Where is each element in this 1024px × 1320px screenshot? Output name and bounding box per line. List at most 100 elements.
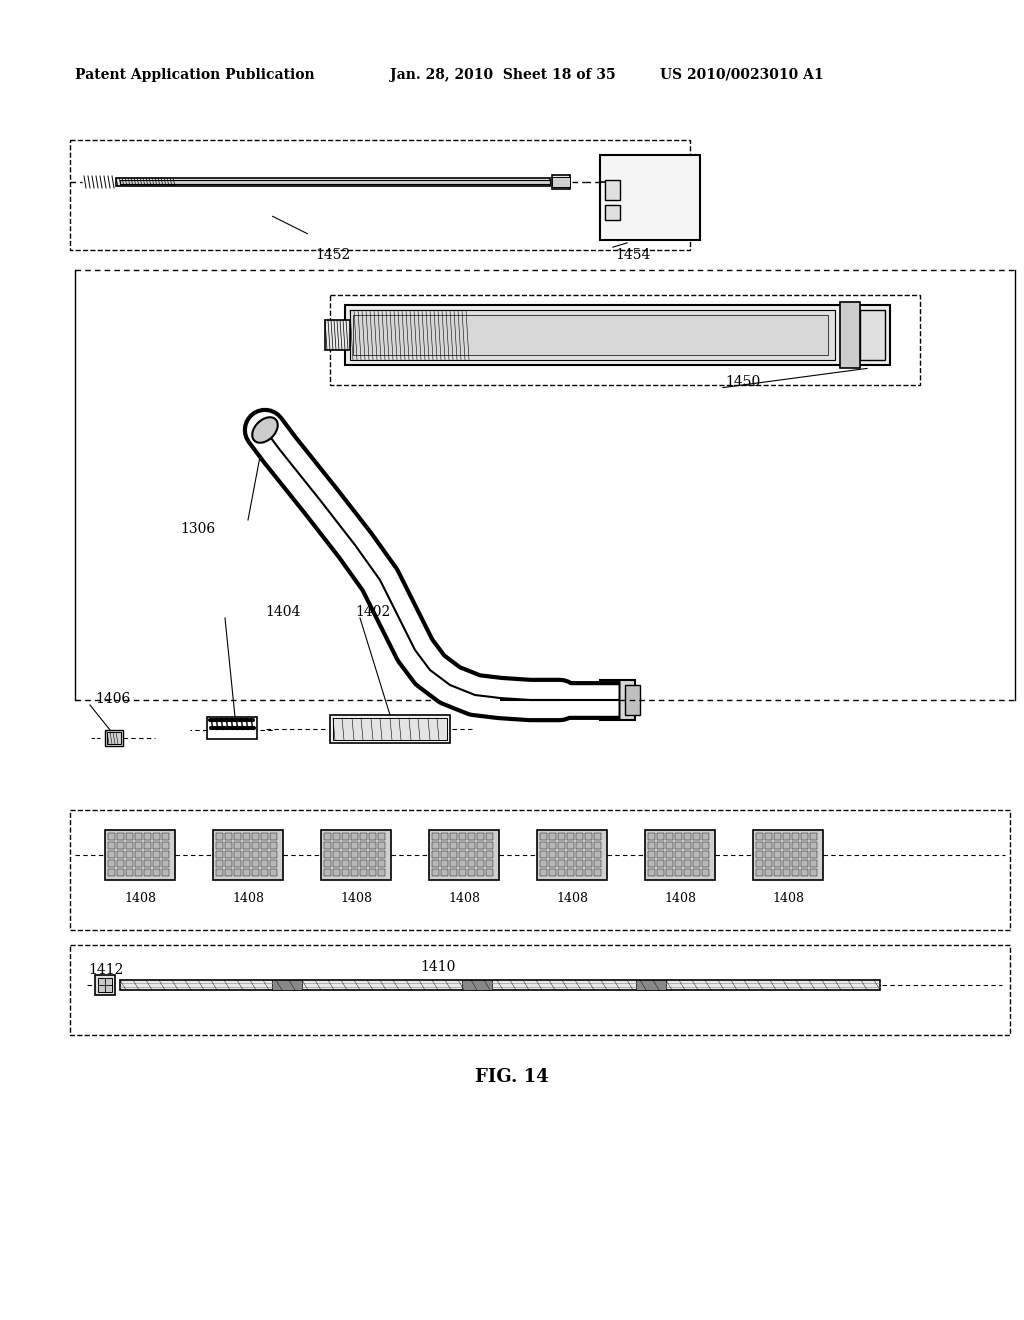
Bar bbox=[605, 205, 620, 220]
Bar bbox=[594, 861, 601, 867]
Bar bbox=[243, 842, 250, 849]
Bar bbox=[144, 861, 151, 867]
Bar bbox=[324, 851, 331, 858]
Bar bbox=[684, 851, 691, 858]
Bar bbox=[432, 833, 439, 840]
Bar bbox=[162, 861, 169, 867]
Bar bbox=[558, 842, 565, 849]
Bar bbox=[486, 869, 493, 876]
Bar bbox=[243, 851, 250, 858]
Text: 1402: 1402 bbox=[355, 605, 390, 619]
Bar bbox=[369, 861, 376, 867]
Bar bbox=[324, 861, 331, 867]
Bar bbox=[540, 869, 547, 876]
Bar bbox=[234, 851, 241, 858]
Bar bbox=[675, 869, 682, 876]
Bar bbox=[126, 851, 133, 858]
Bar bbox=[144, 842, 151, 849]
Bar bbox=[351, 851, 358, 858]
Bar bbox=[270, 861, 278, 867]
Bar bbox=[585, 861, 592, 867]
Bar bbox=[585, 851, 592, 858]
Bar bbox=[549, 842, 556, 849]
Bar bbox=[792, 869, 799, 876]
Bar bbox=[549, 851, 556, 858]
Bar bbox=[378, 869, 385, 876]
Bar bbox=[810, 869, 817, 876]
Bar bbox=[552, 177, 570, 187]
Bar bbox=[801, 851, 808, 858]
Bar bbox=[270, 833, 278, 840]
Bar bbox=[645, 830, 715, 880]
Bar bbox=[234, 833, 241, 840]
Bar bbox=[450, 842, 457, 849]
Text: 1406: 1406 bbox=[95, 692, 130, 706]
Bar bbox=[333, 851, 340, 858]
Bar bbox=[594, 833, 601, 840]
Bar bbox=[792, 842, 799, 849]
Bar bbox=[636, 979, 666, 990]
Bar bbox=[234, 842, 241, 849]
Bar bbox=[360, 851, 367, 858]
Bar bbox=[213, 830, 283, 880]
Bar bbox=[585, 833, 592, 840]
Bar bbox=[648, 861, 655, 867]
Bar bbox=[369, 833, 376, 840]
Bar bbox=[369, 842, 376, 849]
Bar bbox=[225, 833, 232, 840]
Bar bbox=[702, 842, 709, 849]
Bar bbox=[135, 842, 142, 849]
Bar bbox=[594, 869, 601, 876]
Bar bbox=[756, 842, 763, 849]
Bar bbox=[378, 842, 385, 849]
Bar bbox=[774, 833, 781, 840]
Bar bbox=[549, 869, 556, 876]
Bar bbox=[810, 833, 817, 840]
Bar bbox=[369, 869, 376, 876]
Bar bbox=[324, 869, 331, 876]
Bar bbox=[378, 851, 385, 858]
Bar bbox=[225, 842, 232, 849]
Bar bbox=[450, 851, 457, 858]
Bar bbox=[106, 733, 121, 744]
Bar bbox=[774, 851, 781, 858]
Bar bbox=[783, 851, 790, 858]
Bar bbox=[144, 833, 151, 840]
Bar bbox=[477, 869, 484, 876]
Bar bbox=[216, 869, 223, 876]
Bar bbox=[325, 319, 350, 350]
Bar bbox=[549, 833, 556, 840]
Bar bbox=[552, 176, 570, 189]
Bar bbox=[108, 861, 115, 867]
Bar bbox=[486, 833, 493, 840]
Bar bbox=[666, 851, 673, 858]
Bar bbox=[477, 833, 484, 840]
Bar bbox=[108, 842, 115, 849]
Bar bbox=[225, 861, 232, 867]
Bar bbox=[342, 833, 349, 840]
Bar bbox=[648, 851, 655, 858]
Bar bbox=[657, 861, 664, 867]
Bar bbox=[324, 833, 331, 840]
Bar bbox=[594, 851, 601, 858]
Text: 1408: 1408 bbox=[772, 892, 804, 906]
Bar bbox=[477, 861, 484, 867]
Bar bbox=[243, 869, 250, 876]
Text: FIG. 14: FIG. 14 bbox=[475, 1068, 549, 1086]
Bar bbox=[783, 869, 790, 876]
Text: 1408: 1408 bbox=[232, 892, 264, 906]
Bar bbox=[537, 830, 607, 880]
Text: 1408: 1408 bbox=[556, 892, 588, 906]
Bar bbox=[765, 861, 772, 867]
Bar bbox=[324, 842, 331, 849]
Bar bbox=[98, 978, 112, 993]
Bar bbox=[756, 851, 763, 858]
Bar bbox=[625, 685, 640, 715]
Bar bbox=[216, 833, 223, 840]
Bar bbox=[774, 861, 781, 867]
Bar bbox=[342, 851, 349, 858]
Bar bbox=[792, 833, 799, 840]
Bar bbox=[860, 310, 885, 360]
Bar bbox=[153, 861, 160, 867]
Bar bbox=[792, 851, 799, 858]
